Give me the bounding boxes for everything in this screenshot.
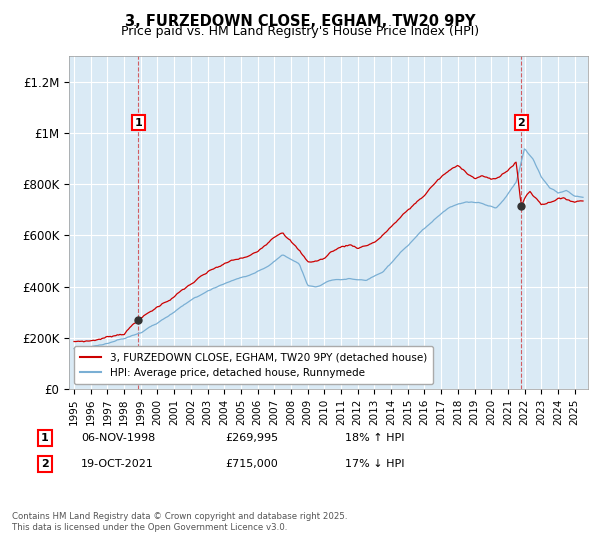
Text: 2: 2 — [41, 459, 49, 469]
Text: 06-NOV-1998: 06-NOV-1998 — [81, 433, 155, 443]
Text: 2: 2 — [517, 118, 525, 128]
Text: 3, FURZEDOWN CLOSE, EGHAM, TW20 9PY: 3, FURZEDOWN CLOSE, EGHAM, TW20 9PY — [125, 14, 475, 29]
Text: Contains HM Land Registry data © Crown copyright and database right 2025.
This d: Contains HM Land Registry data © Crown c… — [12, 512, 347, 532]
Text: 1: 1 — [41, 433, 49, 443]
Text: 17% ↓ HPI: 17% ↓ HPI — [345, 459, 404, 469]
Text: £269,995: £269,995 — [225, 433, 278, 443]
Text: 1: 1 — [134, 118, 142, 128]
Legend: 3, FURZEDOWN CLOSE, EGHAM, TW20 9PY (detached house), HPI: Average price, detach: 3, FURZEDOWN CLOSE, EGHAM, TW20 9PY (det… — [74, 346, 433, 384]
Text: 18% ↑ HPI: 18% ↑ HPI — [345, 433, 404, 443]
Text: £715,000: £715,000 — [225, 459, 278, 469]
Text: Price paid vs. HM Land Registry's House Price Index (HPI): Price paid vs. HM Land Registry's House … — [121, 25, 479, 38]
Text: 19-OCT-2021: 19-OCT-2021 — [81, 459, 154, 469]
